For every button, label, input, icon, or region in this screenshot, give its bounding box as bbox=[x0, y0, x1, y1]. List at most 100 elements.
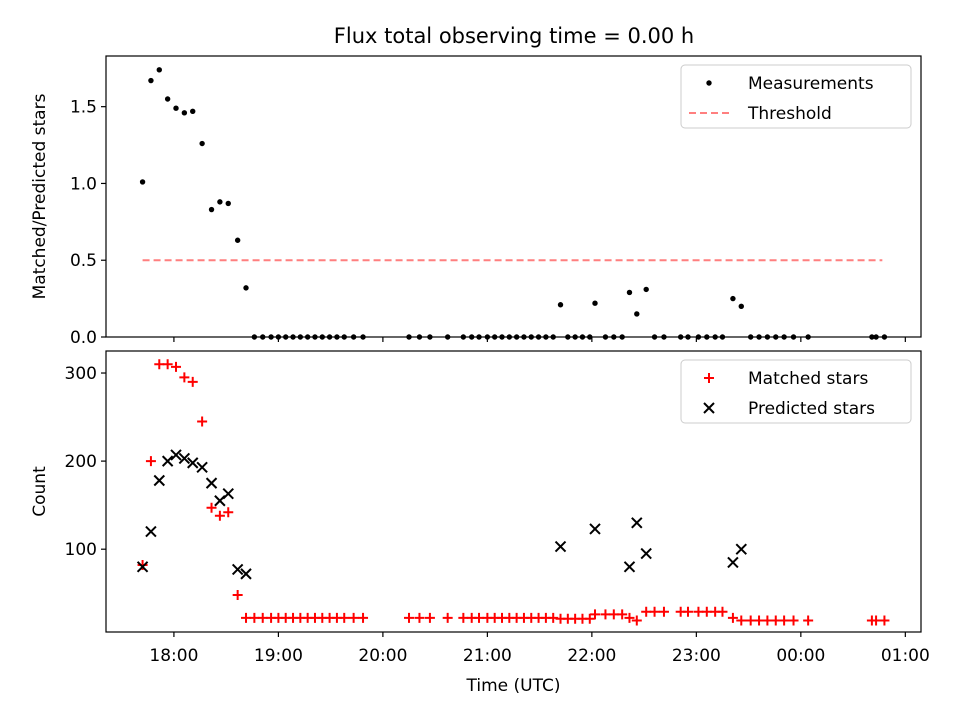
x-tick-label: 23:00 bbox=[672, 646, 721, 666]
measurement-point bbox=[626, 289, 633, 296]
x-tick-label: 18:00 bbox=[149, 646, 198, 666]
predicted-star-point bbox=[136, 561, 149, 573]
measurement-point bbox=[181, 110, 188, 116]
y-tick-label: 200 bbox=[65, 452, 97, 472]
matched-star-point bbox=[624, 612, 635, 623]
y-axis-label: Count bbox=[30, 466, 50, 517]
matched-star-point bbox=[197, 416, 208, 427]
matched-star-point bbox=[137, 560, 148, 571]
measurement-point bbox=[148, 77, 154, 84]
matched-star-point bbox=[414, 612, 425, 623]
matched-star-point bbox=[770, 615, 781, 626]
matched-star-point bbox=[442, 612, 453, 623]
axes-frame bbox=[105, 55, 922, 338]
matched-star-point bbox=[779, 615, 790, 626]
matched-star-point bbox=[339, 612, 350, 623]
matched-star-point bbox=[257, 612, 268, 623]
matched-star-point bbox=[617, 609, 628, 620]
matched-star-point bbox=[348, 612, 359, 623]
y-tick-label: 100 bbox=[65, 540, 97, 560]
predicted-star-point bbox=[161, 455, 174, 467]
measurement-point bbox=[208, 206, 215, 213]
measurement-point bbox=[173, 105, 179, 111]
predicted-star-point bbox=[153, 474, 165, 487]
matched-star-point bbox=[424, 612, 435, 623]
matched-star-point bbox=[154, 359, 165, 370]
matched-star-point bbox=[803, 615, 814, 626]
matched-star-point bbox=[145, 456, 156, 467]
matched-star-point bbox=[754, 615, 765, 626]
x-tick-label: 22:00 bbox=[567, 646, 616, 666]
legend-box bbox=[680, 359, 912, 424]
predicted-star-point bbox=[205, 477, 218, 489]
matched-star-point bbox=[717, 606, 728, 617]
matched-star-point bbox=[404, 612, 415, 623]
measurement-point bbox=[730, 295, 736, 302]
measurement-point bbox=[225, 200, 231, 207]
predicted-star-point bbox=[631, 517, 643, 529]
matched-star-point bbox=[474, 612, 485, 623]
matched-star-point bbox=[736, 615, 747, 626]
matched-star-point bbox=[223, 507, 234, 518]
measurement-point bbox=[243, 285, 249, 291]
chart-title: Flux total observing time = 0.00 h bbox=[334, 24, 694, 48]
matched-star-point bbox=[641, 606, 652, 617]
matched-star-point bbox=[590, 609, 600, 620]
legend-label: Threshold bbox=[747, 104, 832, 124]
legend-marker-matched bbox=[704, 373, 714, 383]
count-panel: Count 100 200 300 18:00 19:00 20:00 21:00 22:00 2… bbox=[30, 350, 930, 696]
x-tick-label: 01:00 bbox=[881, 646, 930, 666]
x-axis-label: Time (UTC) bbox=[466, 676, 561, 696]
matched-star-point bbox=[788, 615, 799, 626]
measurement-point bbox=[139, 179, 146, 185]
matched-star-point bbox=[458, 612, 469, 623]
legend-label: Predicted stars bbox=[748, 399, 875, 419]
matched-star-point bbox=[762, 615, 773, 626]
predicted-star-point bbox=[196, 461, 208, 473]
y-tick-label: 0.0 bbox=[70, 328, 97, 348]
matched-star-point bbox=[608, 609, 619, 620]
matched-star-point bbox=[206, 502, 217, 513]
measurement-point bbox=[217, 199, 223, 205]
predicted-star-point bbox=[178, 452, 191, 465]
y-tick-label: 0.5 bbox=[70, 251, 97, 271]
matched-star-point bbox=[693, 606, 704, 617]
legend-marker-predicted bbox=[703, 402, 715, 414]
predicted-star-point bbox=[145, 525, 157, 538]
matched-star-point bbox=[649, 606, 660, 617]
y-tick-label: 1.5 bbox=[70, 98, 97, 118]
matched-star-point bbox=[171, 361, 182, 372]
measurement-point bbox=[738, 303, 744, 309]
measurement-point bbox=[234, 237, 241, 243]
legend-box bbox=[680, 64, 912, 129]
matched-star-point bbox=[600, 609, 611, 620]
matched-star-point bbox=[658, 606, 669, 617]
predicted-star-point bbox=[240, 568, 252, 580]
legend-label: Matched stars bbox=[748, 369, 868, 389]
predicted-star-point bbox=[554, 540, 567, 553]
y-tick-label: 1.0 bbox=[70, 174, 97, 194]
matched-star-point bbox=[241, 612, 252, 623]
axes-frame bbox=[105, 350, 922, 633]
matched-star-point bbox=[162, 359, 173, 370]
measurement-point bbox=[164, 96, 171, 102]
matched-star-point bbox=[358, 612, 369, 623]
x-tick-label: 20:00 bbox=[358, 646, 407, 666]
matched-star-point bbox=[727, 612, 738, 623]
matched-star-point bbox=[745, 615, 756, 626]
y-axis-label: Matched/Predicted stars bbox=[30, 93, 50, 299]
matched-star-point bbox=[879, 615, 890, 626]
predicted-star-point bbox=[640, 547, 652, 560]
matched-star-point bbox=[701, 606, 712, 617]
ratio-panel: Matched/Predicted stars 0.0 0.5 1.0 1.5 Measu… bbox=[30, 55, 922, 348]
measurement-point bbox=[634, 311, 640, 317]
matched-star-point bbox=[682, 606, 693, 617]
x-tick-label: 00:00 bbox=[776, 646, 825, 666]
matched-star-point bbox=[249, 612, 260, 623]
legend-label: Measurements bbox=[748, 74, 874, 94]
measurement-point bbox=[190, 108, 196, 114]
y-tick-label: 300 bbox=[65, 364, 97, 384]
predicted-star-point bbox=[231, 563, 244, 576]
predicted-star-point bbox=[187, 457, 199, 469]
